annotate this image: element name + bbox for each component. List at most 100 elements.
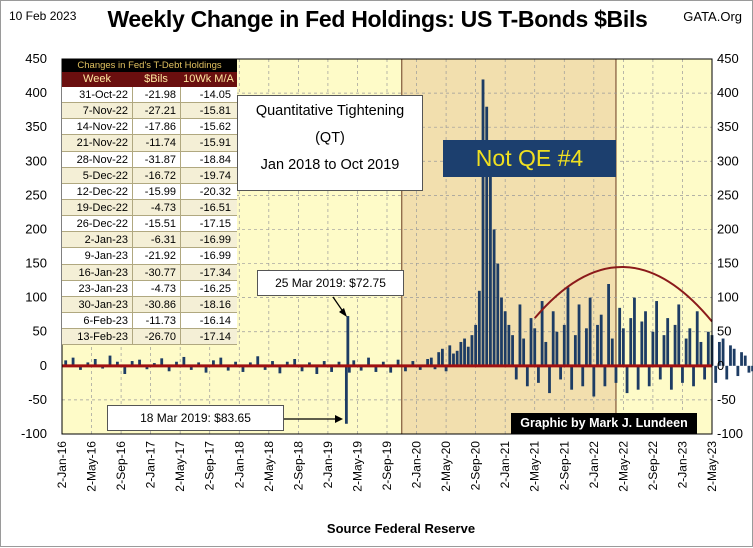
- data-bar: [514, 365, 518, 380]
- data-bar: [662, 335, 666, 366]
- data-bar: [577, 304, 581, 366]
- data-bar: [86, 362, 90, 366]
- data-bar: [433, 365, 437, 370]
- x-tick-label: 2-Sep-20: [469, 441, 483, 491]
- x-tick-label: 2-May-19: [350, 441, 364, 492]
- data-bar: [474, 324, 478, 366]
- data-bar: [500, 297, 503, 366]
- data-bar: [204, 365, 208, 373]
- table-body: 31-Oct-22 -21.98 -14.05 7-Nov-22 -27.21 -15.8…: [62, 87, 237, 346]
- data-bar: [581, 365, 585, 387]
- data-bar: [263, 365, 267, 370]
- data-bar: [396, 359, 400, 366]
- high-annotation-arrowhead: [339, 308, 347, 317]
- data-bar: [522, 338, 526, 366]
- table-cell-bils: -27.21: [132, 103, 180, 119]
- data-bar: [695, 311, 699, 366]
- y-tick-label-left: 450: [25, 51, 47, 66]
- data-bar: [596, 324, 599, 366]
- data-bar: [636, 365, 640, 390]
- x-tick-label: 2-May-17: [173, 441, 187, 492]
- y-tick-label-left: -100: [21, 426, 47, 441]
- data-bar: [212, 360, 215, 366]
- data-bar: [647, 365, 651, 387]
- y-tick-label-right: -100: [717, 426, 743, 441]
- data-bar: [585, 328, 588, 366]
- data-bar: [529, 318, 533, 366]
- table-cell-week: 19-Dec-22: [76, 201, 128, 214]
- table-cell-ma: -18.84: [180, 151, 237, 167]
- data-bar: [625, 365, 629, 394]
- data-bar: [138, 359, 141, 366]
- data-bar: [603, 365, 607, 387]
- table-cell-week: 31-Oct-22: [79, 89, 128, 101]
- table-cell-ma: -16.99: [180, 232, 237, 248]
- table-cell-week: 7-Nov-22: [82, 105, 128, 118]
- data-bar: [610, 338, 614, 366]
- data-bar: [226, 365, 230, 371]
- data-bar: [300, 365, 304, 372]
- data-bar: [588, 297, 592, 366]
- data-bar: [503, 311, 507, 366]
- data-bar: [621, 328, 625, 366]
- chart-title: Weekly Change in Fed Holdings: US T-Bond…: [107, 6, 648, 32]
- table-cell-bils: -21.98: [132, 87, 180, 103]
- table-cell-ma: -19.74: [180, 167, 237, 183]
- data-bar: [658, 365, 662, 380]
- data-bar: [544, 341, 548, 366]
- table-cell-bils: -31.87: [132, 151, 180, 167]
- data-bar: [448, 345, 452, 366]
- data-bar: [644, 311, 647, 366]
- table-cell-ma: -16.14: [180, 312, 237, 329]
- data-bar: [374, 365, 378, 372]
- x-tick-label: 2-May-20: [439, 441, 453, 492]
- data-bar: [633, 297, 636, 366]
- low-annotation: 18 Mar 2019: $83.65: [107, 405, 284, 431]
- y-tick-label-right: 200: [717, 221, 739, 236]
- table-row: 31-Oct-22 -21.98 -14.05: [62, 87, 237, 104]
- data-bar: [285, 361, 289, 366]
- data-bar: [93, 359, 97, 366]
- x-tick-label: 2-Jan-16: [55, 441, 69, 489]
- data-bar: [167, 365, 171, 372]
- low-annotation-arrowhead: [335, 415, 343, 423]
- table-cell-ma: -16.99: [180, 248, 237, 264]
- data-bar: [732, 348, 736, 366]
- data-bar: [346, 316, 350, 366]
- table-cell-week: 30-Jan-23: [78, 298, 128, 311]
- y-tick-label-left: 0: [40, 358, 47, 373]
- table-cell-ma: -17.14: [180, 329, 237, 345]
- table-cell-bils: -11.73: [132, 312, 180, 329]
- data-bar: [160, 358, 164, 366]
- table-cell-ma: -16.25: [180, 280, 237, 296]
- table-cell-week: 14-Nov-22: [76, 121, 128, 134]
- table-cell-bils: -16.72: [132, 167, 180, 183]
- x-tick-label: 2-Jan-18: [232, 441, 246, 489]
- table-row: 19-Dec-22 -4.73 -16.51: [62, 199, 237, 217]
- data-bar: [463, 338, 466, 366]
- table-cell-week: 26-Dec-22: [76, 218, 128, 231]
- data-bar: [452, 353, 455, 366]
- data-bar: [655, 301, 659, 366]
- data-bar: [721, 338, 725, 366]
- y-tick-label-left: 400: [25, 85, 47, 100]
- table-row: 28-Nov-22 -31.87 -18.84: [62, 151, 237, 168]
- table-cell-week: 2-Jan-23: [84, 234, 128, 247]
- credit-label: Graphic by Mark J. Lundeen: [511, 413, 697, 434]
- not-qe-label: Not QE #4: [443, 140, 616, 177]
- table-cell-ma: -20.32: [180, 183, 237, 199]
- data-bar: [614, 365, 618, 383]
- data-bar: [352, 360, 356, 366]
- site-label: GATA.Org: [683, 9, 742, 24]
- table-cell-ma: -15.62: [180, 119, 237, 135]
- table-cell-bils: -4.73: [132, 280, 180, 296]
- data-bar: [219, 357, 223, 366]
- x-tick-label: 2-May-22: [616, 441, 630, 492]
- y-tick-label-right: 350: [717, 119, 739, 134]
- data-bar: [145, 365, 149, 370]
- data-bar: [108, 355, 112, 366]
- data-bar: [271, 361, 274, 366]
- data-bar: [71, 357, 75, 366]
- data-bar: [562, 324, 566, 366]
